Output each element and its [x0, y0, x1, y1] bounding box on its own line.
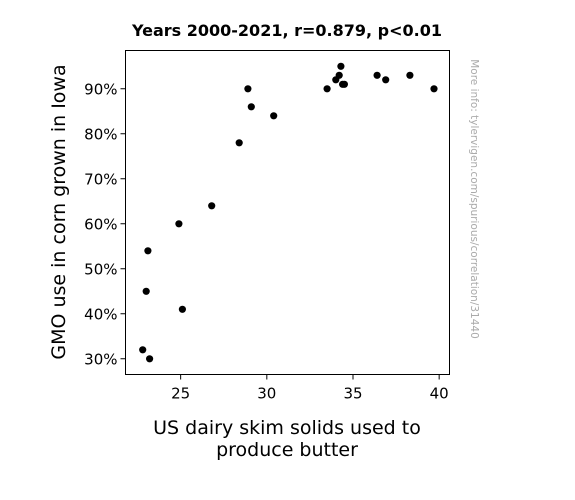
- plot-frame: [125, 50, 450, 375]
- y-tick-label-0: 30%: [84, 350, 117, 368]
- x-tick-label-1: 30: [257, 385, 276, 403]
- data-point-1: [146, 355, 154, 363]
- x-tick-label-2: 35: [343, 385, 362, 403]
- x-axis-label-line-2: produce butter: [216, 439, 358, 461]
- data-point-11: [323, 85, 331, 93]
- data-point-8: [244, 85, 252, 93]
- y-tick-label-4: 70%: [84, 170, 117, 188]
- y-tick-label-1: 40%: [84, 305, 117, 323]
- y-tick-label-2: 50%: [84, 260, 117, 278]
- y-tick-label-5: 80%: [84, 125, 117, 143]
- data-point-13: [335, 71, 343, 79]
- y-axis-ticks: 30% 40% 50% 60% 70% 80% 90%: [84, 80, 126, 368]
- data-point-4: [175, 220, 183, 228]
- data-point-3: [144, 247, 152, 255]
- data-point-9: [247, 103, 255, 111]
- data-point-5: [178, 305, 186, 313]
- chart-title: Years 2000-2021, r=0.879, p<0.01: [131, 21, 442, 40]
- x-axis-label-line-1: US dairy skim solids used to: [153, 417, 421, 439]
- x-tick-label-0: 25: [171, 385, 190, 403]
- x-tick-label-3: 40: [430, 385, 449, 403]
- data-points: [139, 62, 438, 363]
- y-tick-label-6: 90%: [84, 80, 117, 98]
- data-point-7: [235, 139, 243, 147]
- data-point-0: [139, 346, 147, 354]
- y-axis-label: GMO use in corn grown in Iowa: [48, 64, 70, 359]
- data-point-14: [337, 62, 345, 70]
- data-point-10: [270, 112, 278, 120]
- data-point-20: [430, 85, 438, 93]
- y-tick-label-3: 60%: [84, 215, 117, 233]
- data-point-2: [142, 287, 150, 295]
- data-point-18: [382, 76, 390, 84]
- x-axis-ticks: 25 30 35 40: [171, 374, 449, 403]
- data-point-19: [406, 71, 414, 79]
- watermark-text: More info: tylervigen.com/spurious/corre…: [468, 59, 480, 339]
- data-point-6: [208, 202, 216, 210]
- data-point-16: [340, 80, 348, 88]
- data-point-17: [373, 71, 381, 79]
